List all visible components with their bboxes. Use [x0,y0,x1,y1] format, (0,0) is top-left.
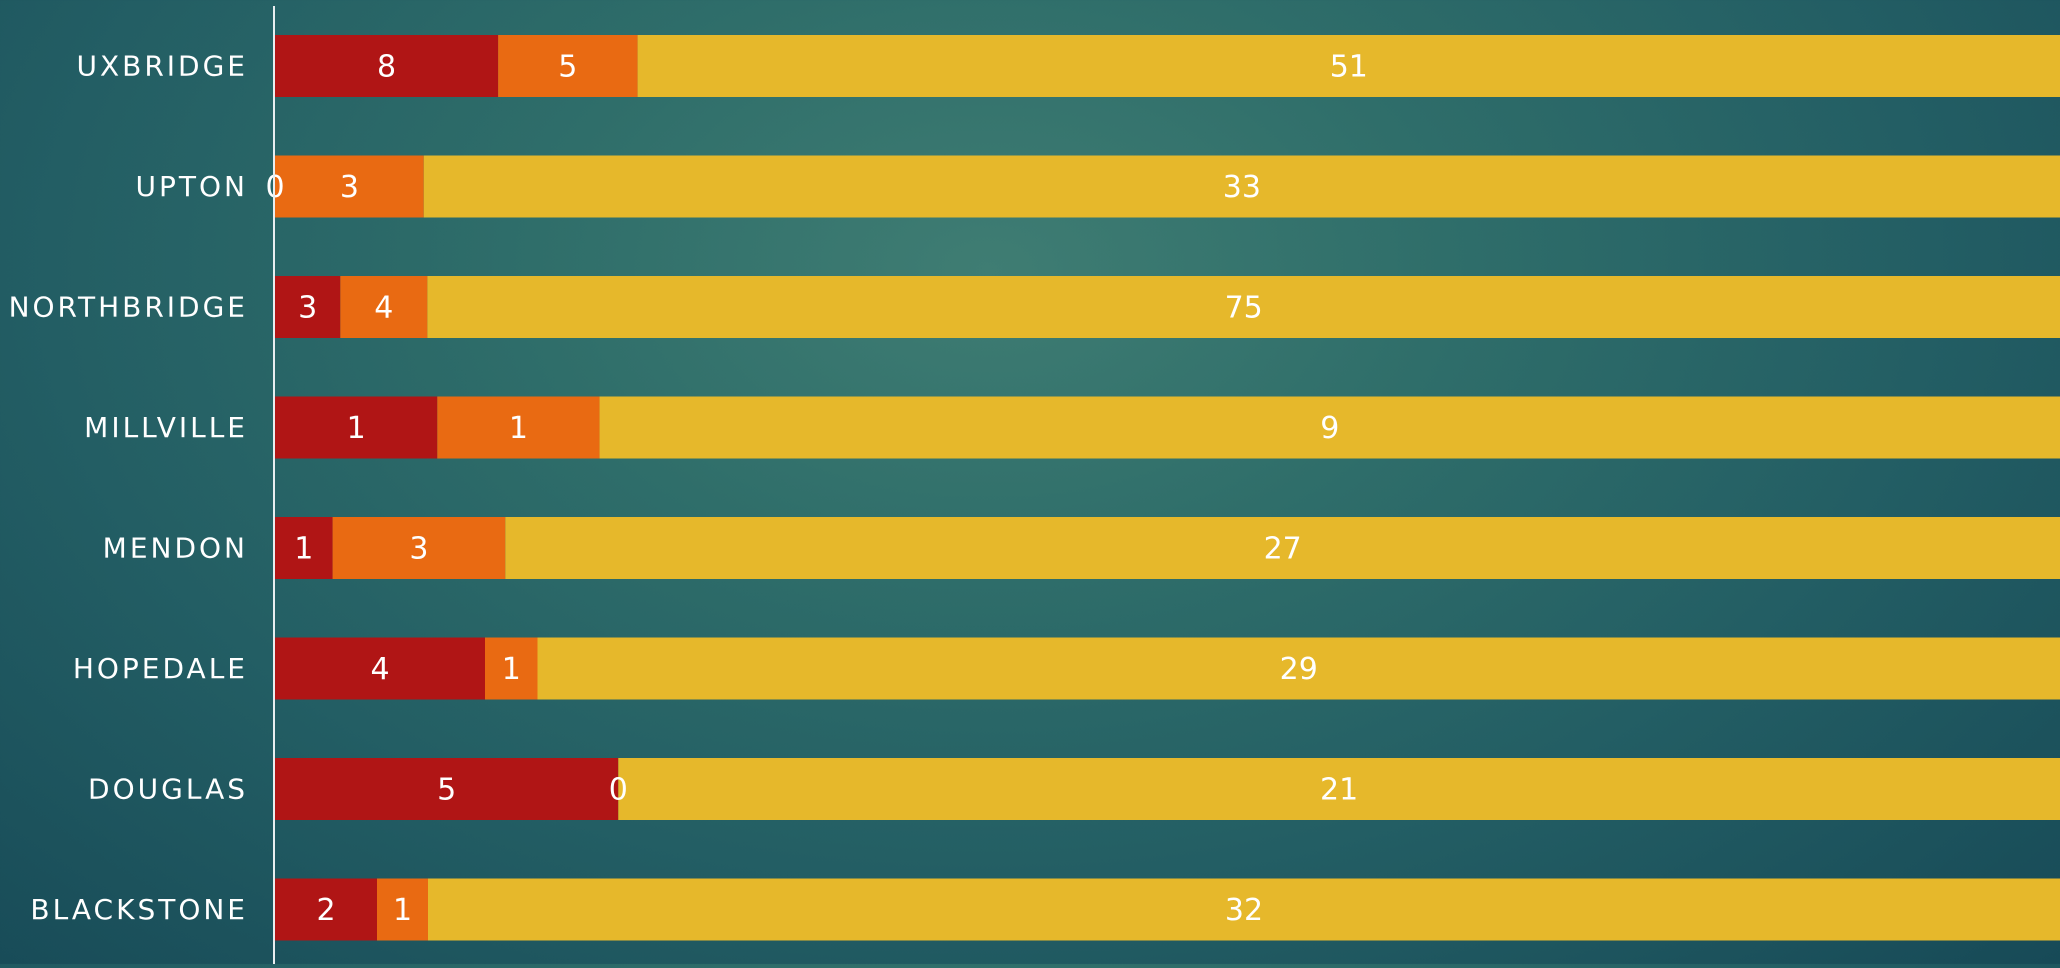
category-label: MENDON [103,532,248,565]
category-label: UPTON [136,170,248,203]
category-labels-layer: UXBRIDGE UPTON NORTHBRIDGE MILLVILLE MENDON H… [9,50,248,927]
data-label: 32 [1225,893,1263,928]
data-label: 33 [1223,170,1261,205]
data-label: 5 [437,773,456,808]
category-label: BLACKSTONE [30,893,248,926]
data-label: 4 [370,652,389,687]
data-label: 1 [294,532,313,567]
category-label: HOPEDALE [73,652,248,685]
data-label: 3 [298,291,317,326]
data-label: 3 [409,532,428,567]
data-label: 1 [509,411,528,446]
data-label: 51 [1330,50,1368,85]
data-label: 21 [1320,773,1358,808]
data-label: 0 [609,773,628,808]
data-label: 9 [1320,411,1339,446]
data-label: 3 [340,170,359,205]
data-label: 8 [377,50,396,85]
data-label: 5 [558,50,577,85]
data-label: 27 [1264,532,1302,567]
category-label: DOUGLAS [88,773,248,806]
data-label: 1 [347,411,366,446]
data-label: 1 [393,893,412,928]
data-label: 4 [374,291,393,326]
category-label: MILLVILLE [84,411,248,444]
category-label: UXBRIDGE [76,50,248,83]
bars-layer [275,35,2060,941]
data-label: 2 [316,893,335,928]
category-label: NORTHBRIDGE [9,291,248,324]
data-label: 1 [502,652,521,687]
data-label: 29 [1280,652,1318,687]
data-label: 75 [1225,291,1263,326]
